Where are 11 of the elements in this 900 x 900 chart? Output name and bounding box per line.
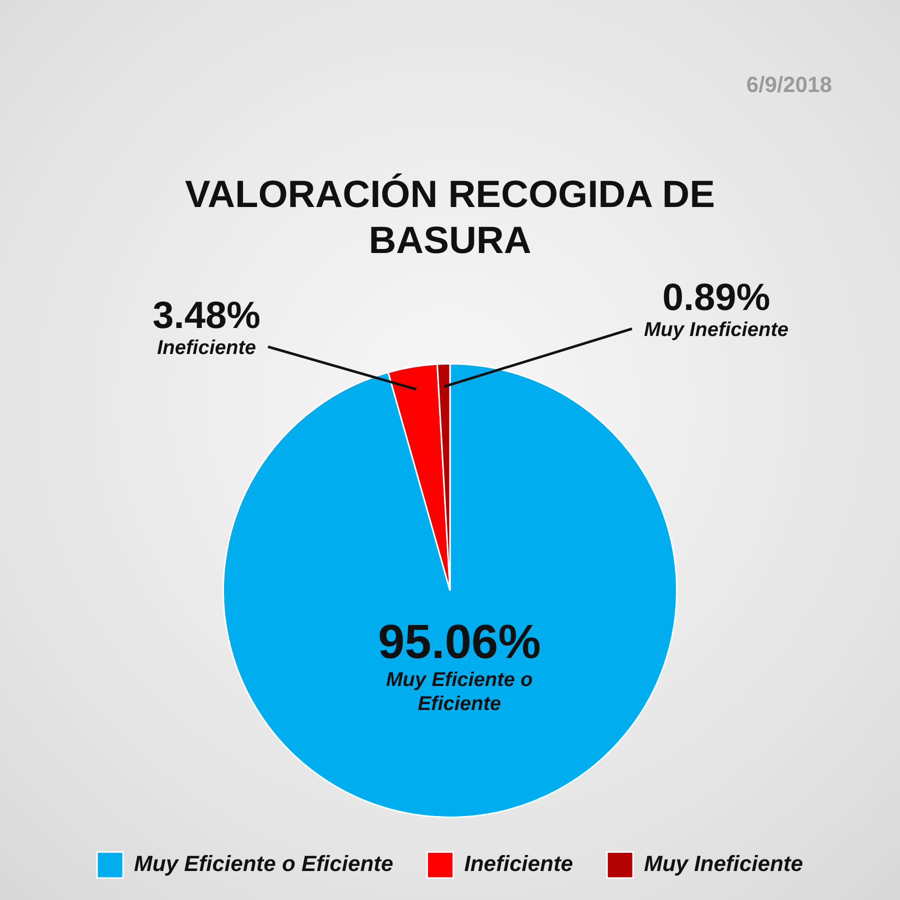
chart-title: VALORACIÓN RECOGIDA DE BASURA xyxy=(184,172,716,264)
text: 6/9/2018 xyxy=(746,72,832,98)
slice-label: Muy Ineficiente xyxy=(644,318,788,341)
data-label: 3.48% xyxy=(152,294,260,337)
legend-label: Ineficiente xyxy=(464,851,574,876)
slice-label: Muy Eficiente o Eficiente xyxy=(386,668,533,715)
data-label: 95.06% xyxy=(378,616,541,669)
slice-label: Ineficiente xyxy=(157,336,256,359)
legend-label: Muy Eficiente o Eficiente xyxy=(134,851,394,876)
data-label: 0.89% xyxy=(662,276,770,319)
legend-label: Muy Ineficiente xyxy=(644,851,803,876)
